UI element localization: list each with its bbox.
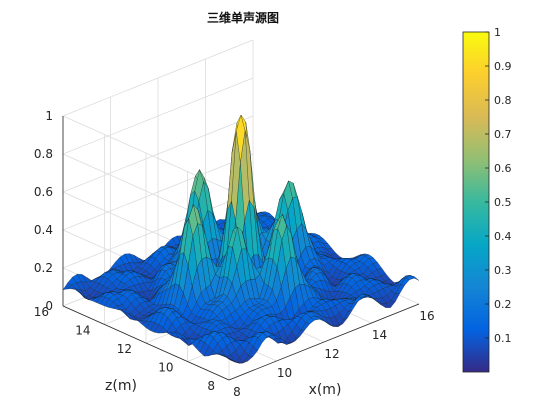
x-tick-label: 14	[372, 328, 387, 342]
colorbar-tick-label: 0.3	[494, 264, 512, 277]
colorbar-gradient	[462, 31, 490, 373]
colorbar-tick-label: 0.8	[494, 94, 512, 107]
colorbar-tick-label: 1	[494, 26, 501, 39]
x-axis-line	[228, 303, 420, 381]
z-tick-label: 14	[75, 324, 90, 338]
surface-patch	[410, 275, 420, 281]
colorbar-tick-label: 0.6	[494, 162, 512, 175]
z-tick-label: 12	[117, 342, 132, 356]
surface-patch	[229, 358, 239, 363]
colorbar-tick-label: 0.7	[494, 128, 512, 141]
vertical-tick-label: 0.8	[34, 147, 53, 161]
z-tick-label: 16	[34, 305, 49, 319]
colorbar-tick-label: 0.1	[494, 332, 512, 345]
colorbar-tick-label: 0.4	[494, 230, 512, 243]
z-axis-label: z(m)	[105, 378, 137, 394]
backwall-gridline	[62, 153, 254, 231]
vertical-tick-label: 0.6	[34, 185, 53, 199]
z-tick-label: 10	[158, 361, 173, 375]
axes-box	[62, 116, 420, 381]
backwall-gridline	[62, 77, 254, 155]
z-tick-label: 8	[207, 379, 215, 393]
vertical-tick-label: 0.2	[34, 261, 53, 275]
x-tick-label: 16	[419, 309, 434, 323]
vertical-tick-label: 0	[45, 299, 53, 313]
backwall-gridline	[62, 191, 254, 269]
x-tick-label: 8	[233, 385, 241, 399]
chart-title: 三维单声源图	[207, 10, 279, 25]
backwall-gridline	[62, 115, 254, 193]
backwall-gridline	[62, 39, 254, 117]
z-axis-line	[62, 305, 230, 381]
surface-plot	[62, 114, 420, 364]
colorbar-tick-label: 0.2	[494, 298, 512, 311]
x-axis-label: x(m)	[309, 382, 342, 398]
vertical-tick-label: 1	[45, 109, 53, 123]
vertical-tick-label: 0.4	[34, 223, 53, 237]
colorbar-tick-label: 0.9	[494, 60, 512, 73]
x-tick-label: 12	[324, 347, 339, 361]
colorbar: 0.1 0.2 0.3 0.4 0.5 0.6 0.7 0.8 0.9 1	[462, 26, 512, 373]
colorbar-tick-label: 0.5	[494, 196, 512, 209]
x-tick-label: 10	[277, 366, 292, 380]
